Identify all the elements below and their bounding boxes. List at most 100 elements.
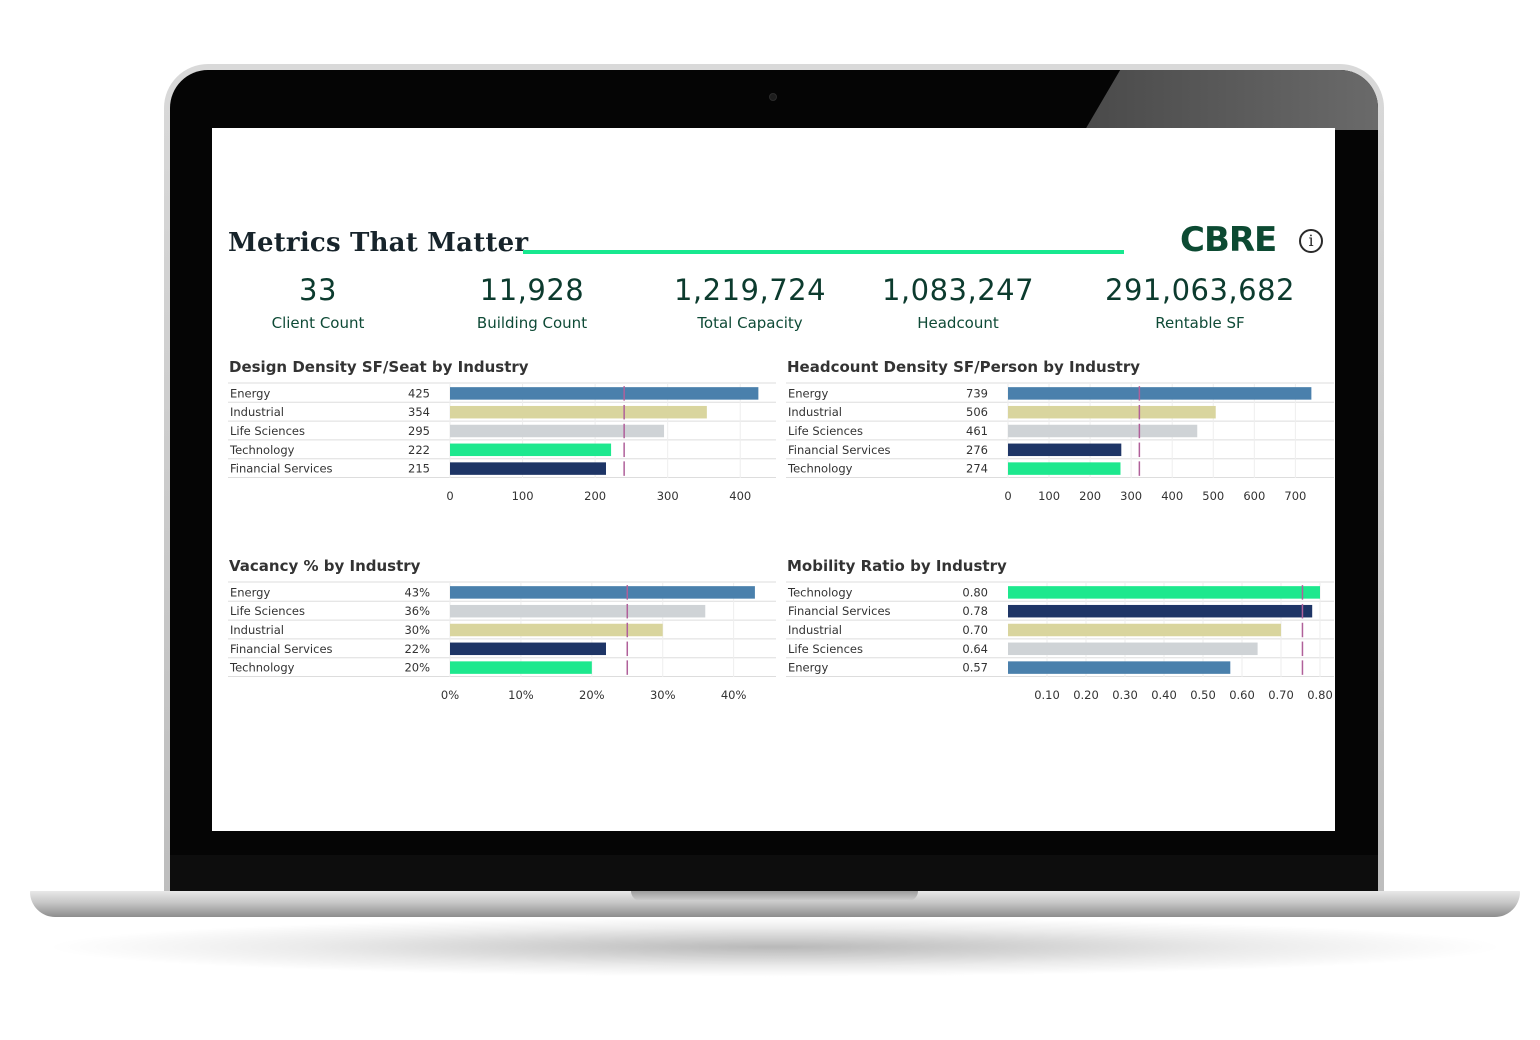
value-label: 0.78: [962, 604, 988, 618]
chart-title: Mobility Ratio by Industry: [787, 557, 1007, 575]
tick-label: 300: [657, 489, 679, 503]
category-label: Energy: [788, 661, 828, 675]
chart-title: Design Density SF/Seat by Industry: [229, 358, 529, 376]
kpi-value: 33: [299, 273, 337, 307]
cbre-logo: CBRE: [1180, 220, 1277, 260]
kpi-label: Total Capacity: [697, 314, 803, 332]
bezel-glare: [1085, 70, 1378, 130]
tick-label: 400: [1161, 489, 1183, 503]
tick-label: 0.10: [1034, 688, 1060, 702]
kpi-value: 1,083,247: [881, 273, 1035, 307]
tick-label: 0.60: [1229, 688, 1255, 702]
tick-label: 10%: [508, 688, 534, 702]
bar: [1008, 443, 1122, 457]
category-label: Financial Services: [230, 462, 333, 476]
tick-label: 0: [1004, 489, 1011, 503]
kpi-client-count: 33 Client Count: [258, 273, 378, 332]
info-icon[interactable]: i: [1299, 229, 1323, 253]
value-label: 274: [966, 462, 988, 476]
value-label: 222: [408, 443, 430, 457]
category-label: Life Sciences: [788, 424, 863, 438]
bar: [450, 623, 663, 637]
bar: [1008, 424, 1198, 438]
value-label: 0.64: [962, 642, 988, 656]
chart-svg: Technology 0.80 Financial Services 0.78 Indu…: [786, 581, 1334, 702]
bar: [450, 586, 755, 599]
bar: [1008, 586, 1320, 599]
chart-title: Vacancy % by Industry: [229, 557, 421, 575]
bar: [1008, 642, 1258, 656]
tick-label: 0.80: [1307, 688, 1333, 702]
bar: [450, 661, 592, 674]
tick-label: 20%: [579, 688, 605, 702]
value-label: 354: [408, 405, 430, 419]
bar: [1008, 604, 1313, 618]
category-label: Energy: [788, 386, 828, 400]
kpi-value: 1,219,724: [673, 273, 827, 307]
bar: [450, 424, 665, 438]
tick-label: 200: [584, 489, 606, 503]
value-label: 20%: [404, 661, 430, 675]
category-label: Technology: [787, 462, 853, 476]
kpi-value: 11,928: [479, 273, 585, 307]
value-label: 22%: [404, 642, 430, 656]
category-label: Financial Services: [230, 642, 333, 656]
value-label: 30%: [404, 623, 430, 637]
bar: [1008, 623, 1281, 637]
category-label: Energy: [230, 386, 270, 400]
category-label: Energy: [230, 585, 270, 599]
chart-svg: Energy 739 Industrial 506 Life Sciences 461 Fi…: [786, 382, 1334, 503]
tick-label: 700: [1284, 489, 1306, 503]
tick-label: 0.70: [1268, 688, 1294, 702]
category-label: Life Sciences: [230, 424, 305, 438]
bar: [450, 443, 612, 457]
value-label: 215: [408, 462, 430, 476]
value-label: 0.80: [962, 585, 988, 599]
tick-label: 500: [1202, 489, 1224, 503]
kpi-label: Headcount: [917, 314, 999, 332]
kpi-headcount: 1,083,247 Headcount: [878, 273, 1038, 332]
title-underline: [523, 250, 1124, 254]
tick-label: 200: [1079, 489, 1101, 503]
bar: [450, 387, 759, 400]
tick-label: 0.30: [1112, 688, 1138, 702]
category-label: Life Sciences: [230, 604, 305, 618]
laptop-chin: [170, 855, 1378, 893]
tick-label: 0: [446, 489, 453, 503]
dashboard-screen: Metrics That Matter CBRE i 33 Client Cou…: [212, 128, 1335, 831]
kpi-rentable-sf: 291,063,682 Rentable SF: [1100, 273, 1300, 332]
category-label: Industrial: [230, 405, 284, 419]
tick-label: 0.40: [1151, 688, 1177, 702]
chart-svg: Energy 425 Industrial 354 Life Sciences 295 Te…: [228, 382, 776, 503]
tick-label: 0%: [441, 688, 459, 702]
tick-label: 100: [1038, 489, 1060, 503]
webcam-icon: [769, 93, 777, 101]
bar: [450, 642, 606, 656]
value-label: 0.57: [962, 661, 988, 675]
category-label: Technology: [229, 443, 295, 457]
value-label: 739: [966, 386, 988, 400]
bar: [1008, 661, 1231, 674]
tick-label: 400: [729, 489, 751, 503]
kpi-total-capacity: 1,219,724 Total Capacity: [670, 273, 830, 332]
laptop-shadow: [40, 917, 1510, 977]
category-label: Financial Services: [788, 604, 891, 618]
kpi-value: 291,063,682: [1105, 273, 1295, 307]
category-label: Industrial: [230, 623, 284, 637]
category-label: Financial Services: [788, 443, 891, 457]
category-label: Life Sciences: [788, 642, 863, 656]
kpi-building-count: 11,928 Building Count: [462, 273, 602, 332]
tick-label: 0.50: [1190, 688, 1216, 702]
tick-label: 30%: [650, 688, 676, 702]
chart-title: Headcount Density SF/Person by Industry: [787, 358, 1140, 376]
tick-label: 0.20: [1073, 688, 1099, 702]
value-label: 276: [966, 443, 988, 457]
value-label: 295: [408, 424, 430, 438]
value-label: 506: [966, 405, 988, 419]
bar: [450, 405, 707, 419]
bar: [1008, 462, 1121, 475]
category-label: Industrial: [788, 405, 842, 419]
value-label: 43%: [404, 585, 430, 599]
bar: [450, 462, 606, 475]
tick-label: 300: [1120, 489, 1142, 503]
